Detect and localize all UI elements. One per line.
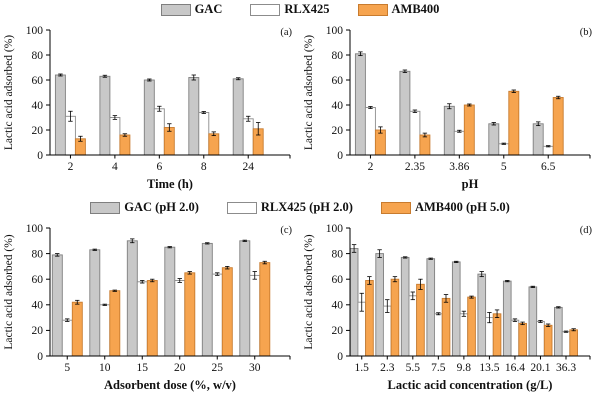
svg-text:Lactic acid concentration (g/L: Lactic acid concentration (g/L) bbox=[388, 378, 553, 392]
svg-text:6.5: 6.5 bbox=[541, 161, 556, 173]
svg-text:20: 20 bbox=[174, 362, 186, 374]
svg-text:9.8: 9.8 bbox=[457, 362, 472, 374]
svg-text:80: 80 bbox=[332, 248, 344, 260]
svg-text:2.3: 2.3 bbox=[380, 362, 395, 374]
svg-text:30: 30 bbox=[249, 362, 261, 374]
chart-d: 1.5 2.3 5.5 7.5 9.8 13.5 16.4 20.1 36.3 0 20 40 60 80… bbox=[303, 223, 593, 392]
legend-bottom: GAC (pH 2.0) RLX425 (pH 2.0) AMB400 (pH … bbox=[0, 200, 600, 215]
svg-text:(d): (d) bbox=[580, 225, 593, 236]
chart-panel-b: 2 2.35 3.86 5 6.5 0 20 40 60 80 100 Lactic acid ads… bbox=[300, 17, 600, 200]
svg-text:Adsorbent dose (%, w/v): Adsorbent dose (%, w/v) bbox=[104, 378, 236, 392]
legend-item-rlx425-ph2: RLX425 (pH 2.0) bbox=[226, 200, 353, 215]
svg-text:Lactic acid adsorbed (%): Lactic acid adsorbed (%) bbox=[3, 35, 15, 150]
svg-text:0: 0 bbox=[37, 150, 43, 162]
svg-text:100: 100 bbox=[26, 25, 44, 37]
svg-text:(b): (b) bbox=[580, 27, 593, 38]
svg-text:20: 20 bbox=[32, 325, 44, 337]
amb400-swatch-icon bbox=[357, 3, 388, 16]
svg-text:40: 40 bbox=[32, 300, 44, 312]
svg-text:60: 60 bbox=[32, 274, 44, 286]
svg-text:Lactic acid adsorbed (%): Lactic acid adsorbed (%) bbox=[303, 35, 315, 150]
svg-text:8: 8 bbox=[201, 161, 207, 173]
legend-label-amb400-ph5: AMB400 (pH 5.0) bbox=[414, 200, 510, 214]
chart-row-top: 2 4 6 8 24 0 20 40 60 80 100 Lactic acid adsorbed (… bbox=[0, 17, 600, 200]
svg-text:Lactic acid adsorbed (%): Lactic acid adsorbed (%) bbox=[303, 234, 315, 349]
chart-b: 2 2.35 3.86 5 6.5 0 20 40 60 80 100 Lactic acid ads… bbox=[303, 25, 593, 191]
svg-text:2.35: 2.35 bbox=[405, 161, 425, 173]
svg-text:100: 100 bbox=[326, 25, 344, 37]
svg-text:20: 20 bbox=[332, 325, 344, 337]
svg-text:40: 40 bbox=[32, 100, 44, 112]
amb400-ph5-swatch-icon bbox=[380, 201, 411, 214]
svg-text:(a): (a) bbox=[280, 27, 292, 38]
svg-text:16.4: 16.4 bbox=[505, 362, 525, 374]
chart-panel-d: 1.5 2.3 5.5 7.5 9.8 13.5 16.4 20.1 36.3 0 20 40 60 80… bbox=[300, 215, 600, 401]
gac-swatch-icon bbox=[160, 3, 191, 16]
svg-text:60: 60 bbox=[332, 75, 344, 87]
svg-text:5.5: 5.5 bbox=[406, 362, 421, 374]
legend-item-gac: GAC bbox=[160, 2, 223, 17]
svg-text:3.86: 3.86 bbox=[449, 161, 469, 173]
chart-panel-a: 2 4 6 8 24 0 20 40 60 80 100 Lactic acid adsorbed (… bbox=[0, 17, 300, 200]
svg-text:20: 20 bbox=[332, 125, 344, 137]
rlx425-ph2-swatch-icon bbox=[226, 201, 257, 214]
svg-text:13.5: 13.5 bbox=[479, 362, 499, 374]
legend-item-amb400: AMB400 bbox=[357, 2, 440, 17]
legend-label-rlx425-ph2: RLX425 (pH 2.0) bbox=[260, 200, 353, 214]
svg-text:0: 0 bbox=[37, 351, 43, 363]
svg-text:2: 2 bbox=[368, 161, 374, 173]
svg-text:80: 80 bbox=[332, 50, 344, 62]
legend-label-amb400: AMB400 bbox=[391, 2, 440, 16]
svg-text:6: 6 bbox=[156, 161, 162, 173]
svg-text:10: 10 bbox=[99, 362, 111, 374]
svg-text:pH: pH bbox=[462, 177, 479, 191]
svg-text:24: 24 bbox=[242, 161, 254, 173]
svg-text:Time (h): Time (h) bbox=[147, 177, 193, 191]
chart-row-bottom: 5 10 15 20 25 30 0 20 40 60 80 100 Lactic acid adsor… bbox=[0, 215, 600, 401]
svg-text:2: 2 bbox=[68, 161, 74, 173]
svg-text:1.5: 1.5 bbox=[355, 362, 370, 374]
svg-text:Lactic acid adsorbed (%): Lactic acid adsorbed (%) bbox=[3, 234, 15, 349]
chart-panel-c: 5 10 15 20 25 30 0 20 40 60 80 100 Lactic acid adsor… bbox=[0, 215, 300, 401]
svg-text:36.3: 36.3 bbox=[556, 362, 576, 374]
svg-text:5: 5 bbox=[501, 161, 507, 173]
svg-text:80: 80 bbox=[32, 248, 44, 260]
svg-text:40: 40 bbox=[332, 100, 344, 112]
svg-text:100: 100 bbox=[326, 223, 344, 235]
svg-text:60: 60 bbox=[32, 75, 44, 87]
svg-text:0: 0 bbox=[337, 150, 343, 162]
legend-label-rlx425: RLX425 bbox=[284, 2, 330, 16]
legend-item-gac-ph2: GAC (pH 2.0) bbox=[90, 200, 199, 215]
rlx425-swatch-icon bbox=[250, 3, 281, 16]
svg-text:25: 25 bbox=[212, 362, 224, 374]
svg-text:4: 4 bbox=[112, 161, 118, 173]
legend-label-gac-ph2: GAC (pH 2.0) bbox=[124, 200, 199, 214]
svg-text:40: 40 bbox=[332, 300, 344, 312]
svg-text:7.5: 7.5 bbox=[431, 362, 446, 374]
legend-item-amb400-ph5: AMB400 (pH 5.0) bbox=[380, 200, 510, 215]
legend-label-gac: GAC bbox=[194, 2, 223, 16]
svg-text:100: 100 bbox=[26, 223, 44, 235]
svg-text:80: 80 bbox=[32, 50, 44, 62]
svg-text:20: 20 bbox=[32, 125, 44, 137]
svg-text:5: 5 bbox=[64, 362, 70, 374]
legend-top: GAC RLX425 AMB400 bbox=[0, 0, 600, 17]
chart-c: 5 10 15 20 25 30 0 20 40 60 80 100 Lactic acid adsor… bbox=[3, 223, 293, 392]
gac-ph2-swatch-icon bbox=[90, 201, 121, 214]
svg-text:15: 15 bbox=[137, 362, 149, 374]
svg-text:60: 60 bbox=[332, 274, 344, 286]
svg-text:(c): (c) bbox=[280, 225, 292, 236]
svg-text:20.1: 20.1 bbox=[530, 362, 550, 374]
svg-text:0: 0 bbox=[337, 351, 343, 363]
legend-item-rlx425: RLX425 bbox=[250, 2, 330, 17]
